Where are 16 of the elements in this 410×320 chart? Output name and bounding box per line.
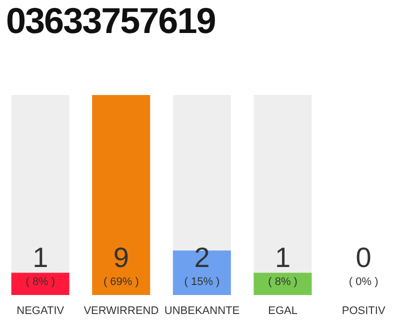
data-label: 0 <box>356 242 372 273</box>
data-label: 1 <box>275 242 291 273</box>
x-tick-label: UNBEKANNTE <box>164 305 240 317</box>
annotation: ( 8% ) <box>268 276 298 288</box>
data-label: 1 <box>32 242 48 273</box>
x-tick-label: VERWIRREND <box>84 305 159 317</box>
annotation: ( 0% ) <box>348 276 378 288</box>
x-tick-label: POSITIV <box>342 305 386 317</box>
x-tick-label: NEGATIV <box>16 305 65 317</box>
chart-title: 03633757619 <box>6 0 216 42</box>
x-tick-label: EGAL <box>268 305 298 317</box>
data-label: 9 <box>113 242 129 273</box>
annotation: ( 69% ) <box>103 276 139 288</box>
data-label: 2 <box>194 242 210 273</box>
annotation: ( 15% ) <box>184 276 220 288</box>
annotation: ( 8% ) <box>26 276 56 288</box>
